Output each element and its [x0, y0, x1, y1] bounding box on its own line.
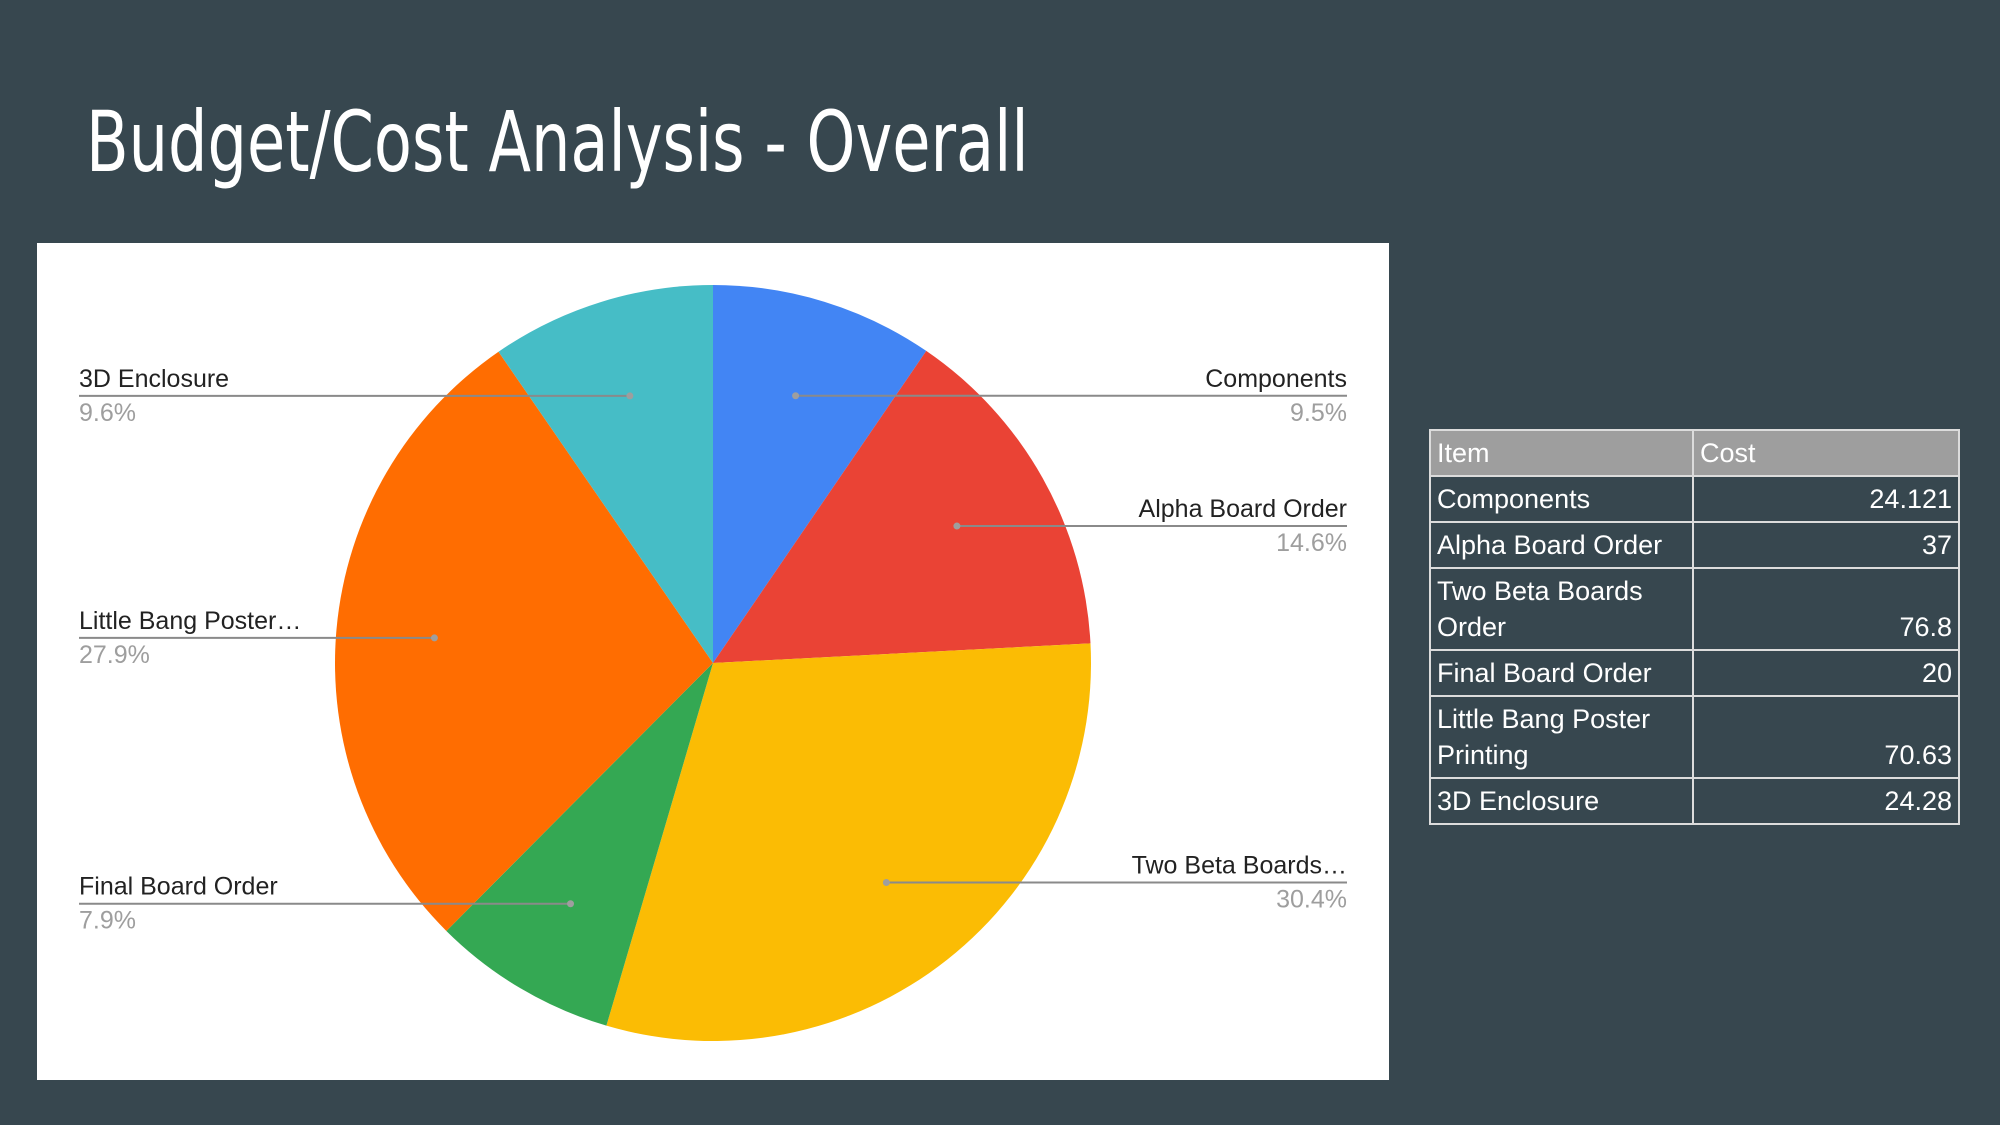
- slice-label: Components: [1205, 365, 1347, 393]
- pie-slice-two-beta-boards-order: [606, 643, 1091, 1041]
- pie-slice-alpha-board-order: [713, 350, 1091, 663]
- table-header-row: Item Cost: [1429, 429, 1960, 477]
- table-cell-item: 3D Enclosure: [1429, 777, 1694, 825]
- leader-dot: [792, 392, 800, 400]
- pie-slice-little-bang-poster-printing: [335, 351, 713, 931]
- leader-dot: [882, 879, 890, 887]
- table-cell-cost: 70.63: [1692, 695, 1960, 779]
- table-cell-cost: 20: [1692, 649, 1960, 697]
- pie-chart: Components 9.5% Alpha Board Order 14.6% Two …: [79, 285, 1347, 1041]
- table-cell-item: Little Bang Poster Printing: [1429, 695, 1694, 779]
- leader-dot: [430, 634, 438, 642]
- table-row: Two Beta Boards Order 76.8: [1429, 567, 1960, 651]
- slice-percent-label: 30.4%: [1276, 886, 1347, 914]
- table-row: 3D Enclosure 24.28: [1429, 777, 1960, 825]
- table-cell-cost: 24.28: [1692, 777, 1960, 825]
- table-row: Little Bang Poster Printing 70.63: [1429, 695, 1960, 779]
- pie-chart-panel: Components 9.5% Alpha Board Order 14.6% Two …: [37, 243, 1389, 1080]
- table-row: Final Board Order 20: [1429, 649, 1960, 697]
- table-cell-item: Components: [1429, 475, 1694, 523]
- table-row: Alpha Board Order 37: [1429, 521, 1960, 569]
- slice-label: Final Board Order: [79, 873, 278, 901]
- pie-slice-3d-enclosure: [498, 285, 713, 663]
- leader-dot: [953, 522, 961, 530]
- slide-title: Budget/Cost Analysis - Overall: [86, 93, 1029, 191]
- slice-percent-label: 7.9%: [79, 907, 136, 935]
- slice-percent-label: 9.6%: [79, 399, 136, 427]
- table-cell-cost: 24.121: [1692, 475, 1960, 523]
- column-header-item: Item: [1429, 429, 1694, 477]
- slice-percent-label: 9.5%: [1290, 399, 1347, 427]
- leader-dot: [626, 392, 634, 400]
- slice-label: Two Beta Boards…: [1132, 852, 1347, 880]
- slice-label: 3D Enclosure: [79, 365, 229, 393]
- slice-percent-label: 14.6%: [1276, 529, 1347, 557]
- slice-percent-label: 27.9%: [79, 641, 150, 669]
- leader-dot: [567, 900, 575, 908]
- table-row: Components 24.121: [1429, 475, 1960, 523]
- cost-table: Item Cost Components 24.121 Alpha Board …: [1429, 429, 1960, 825]
- column-header-cost: Cost: [1692, 429, 1960, 477]
- table-cell-item: Alpha Board Order: [1429, 521, 1694, 569]
- table-cell-cost: 76.8: [1692, 567, 1960, 651]
- table-cell-item: Two Beta Boards Order: [1429, 567, 1694, 651]
- pie-slice-final-board-order: [446, 663, 713, 1026]
- slice-label: Little Bang Poster…: [79, 607, 301, 635]
- table-cell-cost: 37: [1692, 521, 1960, 569]
- slice-label: Alpha Board Order: [1139, 495, 1347, 523]
- table-cell-item: Final Board Order: [1429, 649, 1694, 697]
- pie-slice-components: [713, 285, 927, 663]
